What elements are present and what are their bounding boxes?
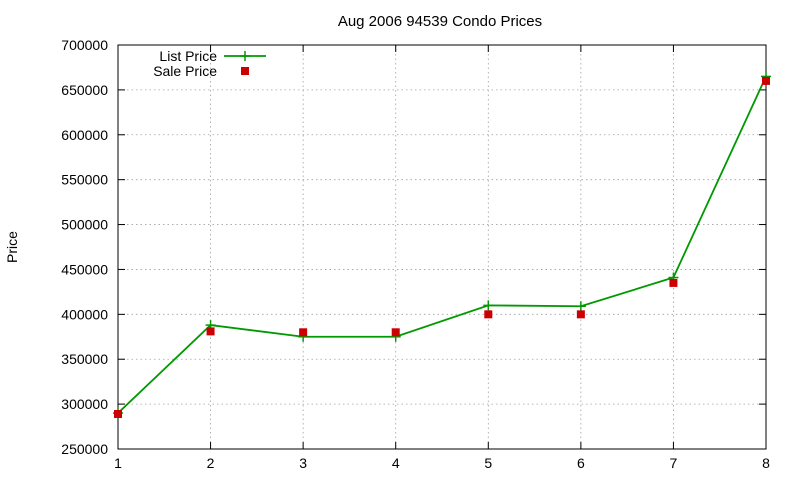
data-point-sale-price (669, 278, 678, 287)
x-tick-label: 1 (114, 455, 122, 471)
y-tick-label: 350000 (61, 351, 108, 367)
data-point-sale-price (762, 76, 770, 85)
series-layer (113, 71, 771, 419)
data-point-list-price (483, 300, 494, 311)
x-tick-labels: 1 2 3 4 5 6 7 8 (114, 455, 770, 471)
data-point-sale-price (391, 328, 400, 337)
legend-entry-sale-price: Sale Price (153, 63, 249, 79)
x-tick-label: 4 (392, 455, 400, 471)
grid-lines (118, 45, 766, 449)
legend-sample-sale-price (241, 67, 249, 75)
chart-title: Aug 2006 94539 Condo Prices (338, 13, 542, 30)
x-tick-label: 3 (299, 455, 307, 471)
y-tick-label: 600000 (61, 127, 108, 143)
y-tick-label: 700000 (61, 37, 108, 53)
y-tick-label: 450000 (61, 261, 108, 277)
y-tick-label: 250000 (61, 441, 108, 457)
data-point-sale-price (206, 327, 215, 336)
x-tick-label: 7 (670, 455, 678, 471)
y-tick-label: 300000 (61, 396, 108, 412)
y-axis-label: Price (4, 231, 20, 263)
legend-marker (241, 67, 249, 75)
data-point-sale-price (299, 328, 308, 337)
x-tick-label: 2 (207, 455, 215, 471)
y-tick-labels: 250000 300000 350000 400000 450000 500000 5500… (61, 37, 108, 457)
legend: List Price Sale Price (153, 48, 266, 79)
series-line-list-price (117, 76, 767, 414)
x-tick-label: 5 (484, 455, 492, 471)
data-point-list-price (575, 301, 586, 312)
legend-label-sale-price: Sale Price (153, 63, 217, 79)
axis-ticks (117, 44, 767, 450)
series-list-price (113, 71, 771, 419)
legend-entry-list-price: List Price (159, 48, 266, 64)
series-sale-price (114, 76, 770, 418)
x-tick-label: 8 (762, 455, 770, 471)
plot-frame (117, 44, 767, 450)
x-tick-label: 6 (577, 455, 585, 471)
legend-sample-list-price (224, 51, 266, 61)
data-point-sale-price (114, 409, 122, 418)
y-tick-label: 400000 (61, 306, 108, 322)
y-tick-label: 500000 (61, 217, 108, 233)
data-point-sale-price (484, 310, 493, 319)
legend-marker (240, 51, 250, 61)
y-tick-label: 550000 (61, 172, 108, 188)
legend-label-list-price: List Price (159, 48, 217, 64)
data-point-sale-price (576, 310, 585, 319)
y-tick-label: 650000 (61, 82, 108, 98)
